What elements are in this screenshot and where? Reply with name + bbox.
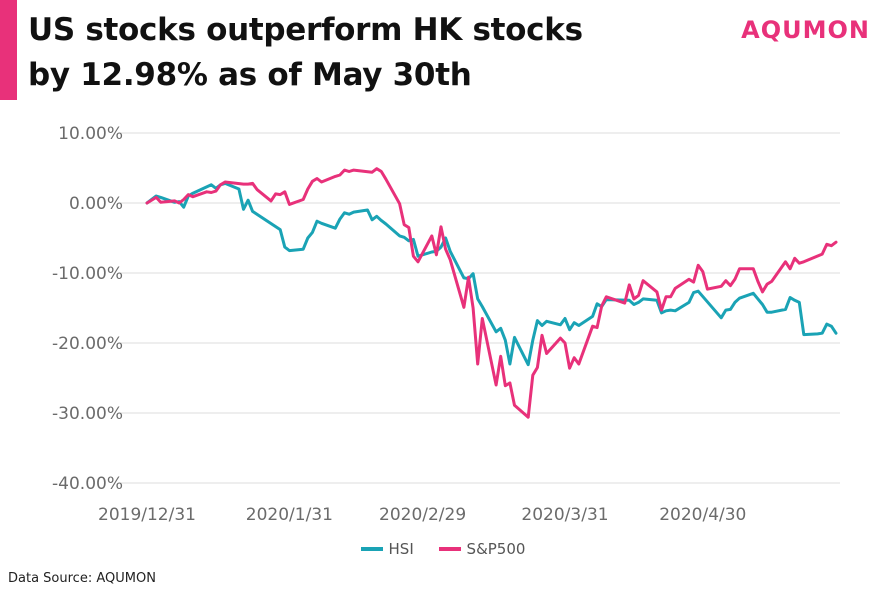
data-source-note: Data Source: AQUMON	[8, 571, 156, 586]
legend: HSI S&P500	[0, 537, 886, 558]
x-tick-label: 2020/2/29	[379, 505, 466, 525]
x-tick-label: 2020/1/31	[246, 505, 333, 525]
y-tick-label: 0.00%	[69, 194, 123, 214]
y-tick-label: 10.00%	[58, 124, 123, 144]
accent-bar	[0, 0, 17, 100]
x-tick-label: 2019/12/31	[98, 505, 196, 525]
legend-item-sp500[interactable]: S&P500	[438, 540, 526, 558]
legend-item-hsi[interactable]: HSI	[360, 540, 414, 558]
gridlines	[120, 132, 840, 484]
legend-label-sp500: S&P500	[466, 540, 526, 558]
legend-swatch-sp500	[438, 547, 461, 551]
brand-logo: AQUMON	[741, 16, 870, 44]
legend-label-hsi: HSI	[388, 540, 414, 558]
axis-labels: 10.00% 0.00% -10.00% -20.00% -30.00% -40.00% 2…	[52, 124, 746, 525]
y-tick-label: -20.00%	[52, 334, 123, 354]
x-tick-label: 2020/4/30	[659, 505, 746, 525]
y-tick-label: -40.00%	[52, 474, 123, 494]
series-lines	[145, 167, 838, 419]
y-tick-label: -10.00%	[52, 264, 123, 284]
legend-swatch-hsi	[360, 547, 383, 551]
y-tick-label: -30.00%	[52, 404, 123, 424]
series-line-hsi	[145, 181, 838, 367]
chart-title: US stocks outperform HK stocks by 12.98%…	[28, 12, 583, 93]
x-tick-label: 2020/3/31	[521, 505, 608, 525]
series-line-sp500	[145, 167, 838, 419]
